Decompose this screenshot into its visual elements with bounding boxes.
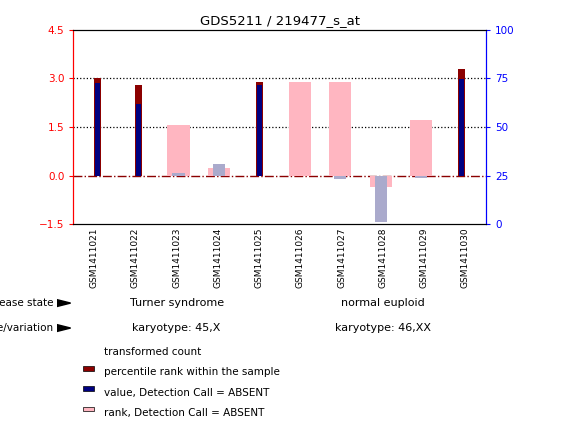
Bar	[370, 176, 392, 187]
Text: rank, Detection Call = ABSENT: rank, Detection Call = ABSENT	[104, 408, 264, 418]
Bar	[134, 85, 142, 176]
Text: GSM1411028: GSM1411028	[379, 228, 387, 288]
Text: GSM1411023: GSM1411023	[172, 228, 181, 288]
Bar	[256, 82, 263, 176]
Text: GSM1411029: GSM1411029	[420, 228, 428, 288]
Text: GSM1411030: GSM1411030	[461, 228, 470, 288]
Bar	[459, 79, 464, 176]
Polygon shape	[56, 324, 71, 332]
Text: GSM1411027: GSM1411027	[337, 228, 346, 288]
Text: karyotype: 46,XX: karyotype: 46,XX	[335, 323, 431, 333]
Bar	[289, 82, 311, 176]
Text: GSM1411025: GSM1411025	[255, 228, 263, 288]
Bar	[208, 168, 230, 176]
Bar	[172, 173, 185, 176]
Bar	[94, 78, 101, 176]
Bar	[257, 85, 262, 176]
Text: transformed count: transformed count	[104, 347, 201, 357]
Text: genotype/variation: genotype/variation	[0, 323, 54, 333]
Text: karyotype: 45,X: karyotype: 45,X	[132, 323, 221, 333]
Bar	[167, 125, 190, 176]
Text: GSM1411021: GSM1411021	[90, 228, 98, 288]
Bar	[334, 176, 346, 179]
Text: GSM1411022: GSM1411022	[131, 228, 140, 288]
Text: normal euploid: normal euploid	[341, 298, 425, 308]
Text: Turner syndrome: Turner syndrome	[129, 298, 224, 308]
Bar	[95, 83, 100, 176]
Text: GSM1411026: GSM1411026	[296, 228, 305, 288]
Title: GDS5211 / 219477_s_at: GDS5211 / 219477_s_at	[199, 14, 360, 27]
Text: disease state: disease state	[0, 298, 54, 308]
Bar	[83, 407, 94, 411]
Bar	[329, 82, 351, 176]
Bar	[83, 386, 94, 391]
Bar	[136, 104, 141, 176]
Text: value, Detection Call = ABSENT: value, Detection Call = ABSENT	[104, 387, 269, 398]
Polygon shape	[56, 299, 71, 307]
Bar	[458, 69, 466, 176]
Bar	[375, 176, 387, 222]
Bar	[415, 176, 427, 178]
Bar	[410, 120, 432, 176]
Text: percentile rank within the sample: percentile rank within the sample	[104, 367, 280, 377]
Text: GSM1411024: GSM1411024	[214, 228, 222, 288]
Bar	[213, 164, 225, 176]
Bar	[83, 366, 94, 371]
